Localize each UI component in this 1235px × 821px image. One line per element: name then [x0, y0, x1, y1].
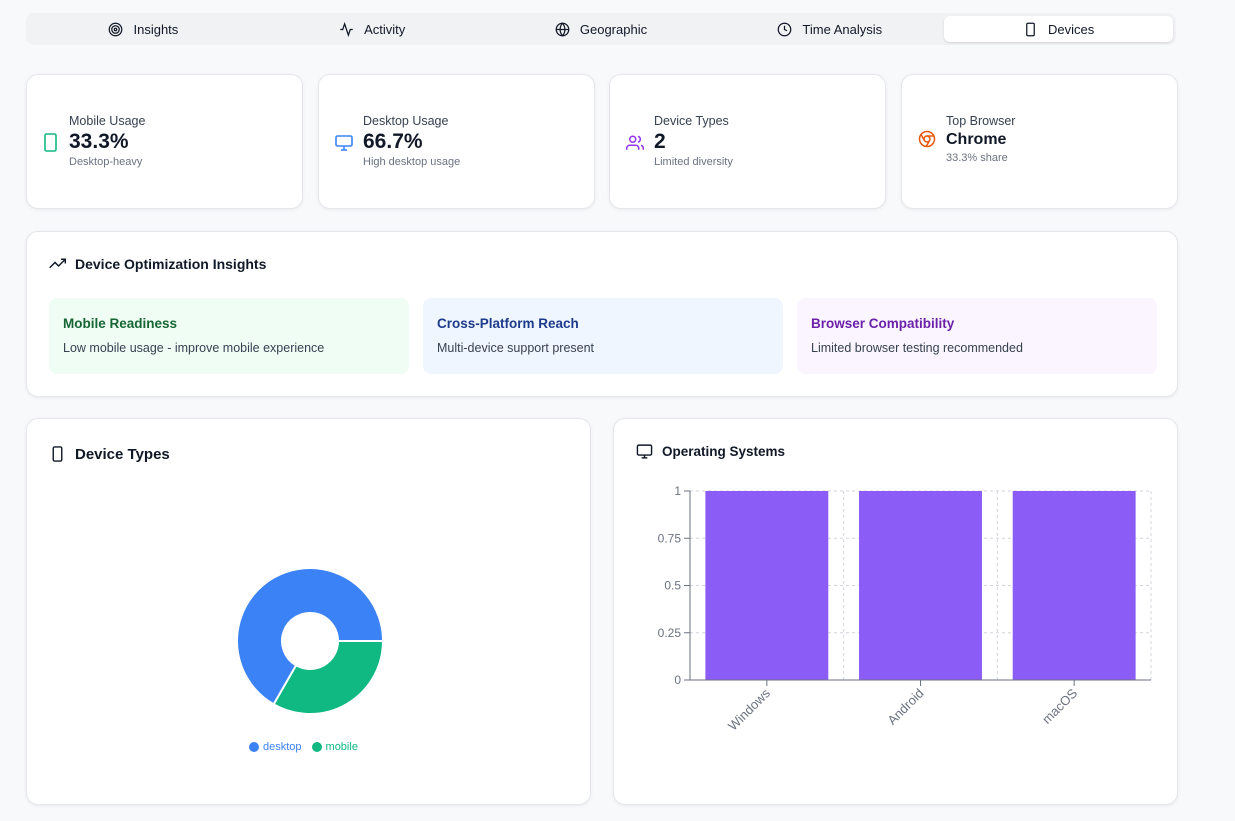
panel-title: Device Types: [49, 445, 170, 463]
legend-item-desktop[interactable]: desktop: [249, 741, 302, 753]
smartphone-icon: [52, 446, 63, 462]
device-types-donut-chart: [236, 567, 385, 715]
chart-legend: desktop mobile: [249, 741, 358, 753]
chrome-icon: [918, 130, 936, 148]
stat-value: 66.7%: [363, 130, 423, 153]
legend-swatch: [249, 742, 259, 752]
panel-title-text: Operating Systems: [662, 444, 786, 459]
clock-icon: [778, 22, 792, 36]
insight-cross-platform-reach: Cross-Platform Reach Multi-device suppor…: [423, 298, 783, 374]
donut-slice-mobile[interactable]: [272, 640, 385, 715]
globe-icon: [555, 21, 570, 37]
tab-devices[interactable]: Devices: [944, 16, 1173, 42]
target-icon: [109, 22, 123, 36]
tab-label: Insights: [133, 21, 179, 37]
monitor-icon: [335, 135, 353, 151]
tab-bar: Insights Activity Geographic Time Analys…: [26, 13, 1176, 45]
tab-time-analysis[interactable]: Time Analysis: [715, 16, 944, 42]
tab-label: Devices: [1047, 21, 1095, 37]
y-tick-label: 0.25: [658, 626, 682, 640]
insight-browser-compatibility: Browser Compatibility Limited browser te…: [797, 298, 1157, 374]
bar-windows[interactable]: [705, 491, 829, 680]
x-tick-label: Windows: [725, 685, 773, 733]
stat-label: Desktop Usage: [363, 114, 449, 128]
stat-subtext: 33.3% share: [946, 152, 1008, 164]
stat-label: Mobile Usage: [69, 114, 146, 128]
insight-description: Low mobile usage - improve mobile experi…: [63, 341, 325, 355]
tab-geographic[interactable]: Geographic: [487, 16, 716, 42]
y-tick-label: 0.5: [664, 579, 681, 593]
insight-mobile-readiness: Mobile Readiness Low mobile usage - impr…: [49, 298, 409, 374]
insight-title: Cross-Platform Reach: [437, 316, 579, 331]
activity-icon: [340, 21, 353, 37]
y-tick-label: 0.75: [658, 531, 682, 545]
tab-insights[interactable]: Insights: [29, 16, 258, 42]
insight-title: Mobile Readiness: [63, 316, 178, 331]
stat-subtext: Desktop-heavy: [69, 156, 143, 168]
legend-label: desktop: [263, 741, 302, 753]
operating-systems-bar-chart: Windows Android macOS 0 0.25 0.5 0.75 1: [658, 484, 1152, 733]
tab-activity[interactable]: Activity: [258, 16, 487, 42]
monitor-icon: [636, 444, 653, 459]
device-optimization-insights-card: Device Optimization Insights Mobile Read…: [26, 231, 1178, 397]
stat-label: Device Types: [654, 114, 729, 128]
panel-title-text: Device Types: [75, 445, 170, 463]
smartphone-icon: [44, 133, 57, 152]
users-icon: [626, 135, 644, 150]
bar-macos[interactable]: [1012, 491, 1136, 680]
tab-label: Activity: [364, 21, 406, 37]
y-tick-label: 1: [674, 484, 681, 498]
top-browser-card: Top Browser Chrome 33.3% share: [901, 74, 1178, 209]
legend-swatch: [311, 742, 322, 752]
insights-title-text: Device Optimization Insights: [75, 255, 267, 272]
bar-android[interactable]: [859, 491, 982, 680]
mobile-usage-card: Mobile Usage 33.3% Desktop-heavy: [26, 74, 303, 209]
device-types-panel: Device Types desktop mobile: [26, 418, 591, 805]
stat-label: Top Browser: [946, 114, 1016, 128]
desktop-usage-card: Desktop Usage 66.7% High desktop usage: [318, 74, 595, 209]
insight-title: Browser Compatibility: [811, 316, 955, 331]
trending-up-icon: [49, 258, 66, 269]
x-tick-label: macOS: [1039, 685, 1080, 726]
panel-title: Operating Systems: [636, 443, 785, 460]
stat-value: 2: [654, 130, 666, 153]
legend-item-mobile[interactable]: mobile: [311, 741, 358, 753]
smartphone-icon: [1026, 22, 1035, 36]
insight-description: Limited browser testing recommended: [811, 341, 1023, 355]
device-types-card: Device Types 2 Limited diversity: [609, 74, 886, 209]
operating-systems-panel: Operating Systems Windows Android macOS 0 0.…: [613, 418, 1178, 805]
insights-title: Device Optimization Insights: [49, 255, 266, 272]
stat-subtext: Limited diversity: [654, 156, 733, 168]
x-tick-label: Android: [884, 686, 926, 728]
tab-label: Time Analysis: [802, 21, 883, 37]
stat-value: Chrome: [946, 131, 1007, 148]
y-tick-label: 0: [674, 673, 681, 687]
legend-label: mobile: [325, 741, 358, 753]
stat-subtext: High desktop usage: [363, 156, 461, 168]
donut-slice-desktop[interactable]: [236, 567, 385, 706]
stat-value: 33.3%: [69, 130, 129, 153]
insight-description: Multi-device support present: [437, 341, 595, 355]
tab-label: Geographic: [579, 21, 648, 37]
